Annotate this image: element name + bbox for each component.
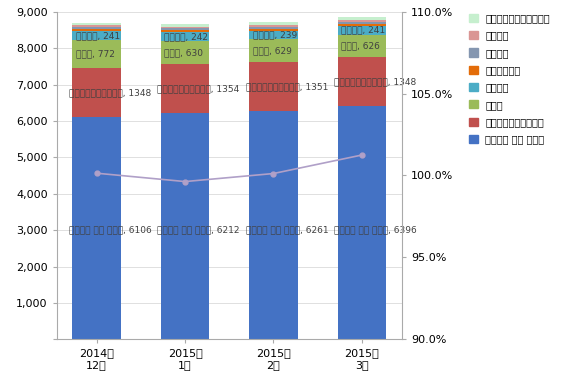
Bar [72, 23, 121, 25]
Bar [72, 40, 121, 68]
Text: カリテコ, 241: カリテコ, 241 [76, 31, 120, 40]
Bar [249, 22, 298, 25]
Bar [72, 31, 121, 40]
Bar [161, 113, 209, 339]
Bar [337, 20, 386, 22]
Bar [249, 27, 298, 28]
Text: カリテコ, 242: カリテコ, 242 [164, 32, 208, 41]
Bar [249, 62, 298, 112]
Bar [72, 25, 121, 27]
Bar [249, 112, 298, 339]
Bar [337, 106, 386, 339]
Bar [72, 27, 121, 29]
Bar [161, 41, 209, 64]
Bar [249, 39, 298, 62]
Bar [161, 32, 209, 41]
Text: カリテコ, 241: カリテコ, 241 [341, 26, 385, 35]
Bar [161, 24, 209, 27]
Bar [72, 29, 121, 31]
Text: タイムズ カー プラス, 6106: タイムズ カー プラス, 6106 [68, 225, 152, 235]
Bar [337, 57, 386, 106]
Text: オリックスカーシェア, 1348: オリックスカーシェア, 1348 [334, 78, 416, 87]
Bar [337, 22, 386, 24]
Bar [337, 24, 386, 26]
Text: カリテコ, 239: カリテコ, 239 [252, 30, 297, 39]
Bar [161, 28, 209, 30]
Bar [249, 28, 298, 31]
Text: カレコ, 772: カレコ, 772 [76, 50, 115, 58]
Bar [72, 68, 121, 117]
Bar [161, 27, 209, 28]
Text: カレコ, 626: カレコ, 626 [341, 41, 380, 51]
Bar [249, 25, 298, 27]
Text: タイムズ カー プラス, 6212: タイムズ カー プラス, 6212 [157, 225, 239, 235]
Bar [249, 31, 298, 39]
Text: オリックスカーシェア, 1348: オリックスカーシェア, 1348 [68, 88, 151, 97]
Bar [337, 26, 386, 35]
Text: オリックスカーシェア, 1354: オリックスカーシェア, 1354 [157, 84, 239, 93]
Legend: カーシェアリング・ワン, エコロカ, ロシェア, アース・カー, カリテコ, カレコ, オリックスカーシェア, タイムズ カー プラス: カーシェアリング・ワン, エコロカ, ロシェア, アース・カー, カリテコ, カ… [469, 13, 550, 144]
Text: オリックスカーシェア, 1351: オリックスカーシェア, 1351 [246, 82, 328, 91]
Text: タイムズ カー プラス, 6261: タイムズ カー プラス, 6261 [246, 225, 328, 235]
Bar [72, 117, 121, 339]
Text: タイムズ カー プラス, 6396: タイムズ カー プラス, 6396 [334, 225, 417, 235]
Bar [161, 64, 209, 113]
Bar [337, 18, 386, 20]
Text: カレコ, 630: カレコ, 630 [164, 48, 203, 57]
Bar [161, 30, 209, 32]
Bar [337, 35, 386, 57]
Text: カレコ, 629: カレコ, 629 [252, 46, 291, 55]
